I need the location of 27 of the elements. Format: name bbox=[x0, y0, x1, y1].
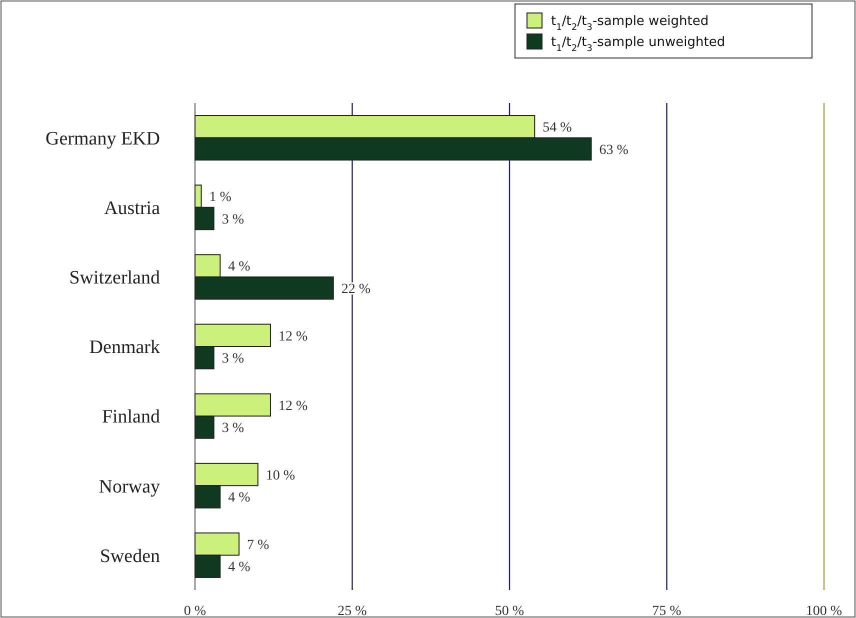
data-label: 7 % bbox=[247, 538, 270, 553]
x-tick-label: 75 % bbox=[652, 604, 682, 618]
y-tick-label: Sweden bbox=[100, 546, 160, 567]
legend-label: t$_{1}$/t$_{2}$/t$_{3}$-sample unweighted bbox=[551, 35, 726, 54]
y-tick-label: Switzerland bbox=[69, 268, 160, 289]
data-label: 12 % bbox=[278, 329, 308, 344]
data-label: 1 % bbox=[209, 190, 232, 206]
y-tick-label: Norway bbox=[98, 476, 160, 498]
x-tick-label: 0 % bbox=[184, 604, 206, 618]
data-label: 4 % bbox=[228, 490, 251, 506]
data-label: 10 % bbox=[266, 468, 296, 484]
y-tick-label: Finland bbox=[102, 406, 160, 428]
data-label: 4 % bbox=[228, 260, 251, 275]
y-tick-label: Austria bbox=[104, 198, 161, 220]
x-tick-label: 50 % bbox=[494, 604, 524, 618]
data-label: 4 % bbox=[228, 560, 251, 576]
y-tick-label: Denmark bbox=[89, 337, 160, 358]
data-label: 12 % bbox=[278, 398, 308, 414]
x-tick-label: 100 % bbox=[806, 604, 842, 618]
data-label: 3 % bbox=[222, 212, 244, 228]
data-label: 3 % bbox=[222, 421, 244, 436]
data-label: 63 % bbox=[599, 142, 629, 158]
y-tick-label: Germany EKD bbox=[46, 128, 160, 150]
data-label: 54 % bbox=[542, 120, 572, 136]
x-tick-label: 25 % bbox=[338, 604, 368, 618]
data-label: 3 % bbox=[222, 352, 244, 367]
legend-label: t$_{1}$/t$_{2}$/t$_{3}$-sample weighted bbox=[551, 14, 709, 33]
